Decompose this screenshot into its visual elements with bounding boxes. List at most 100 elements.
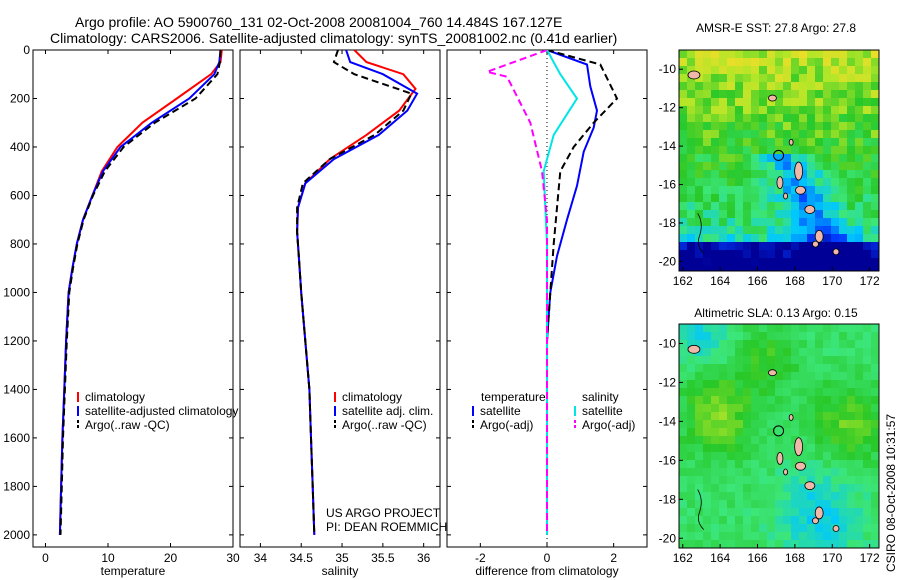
raster-cell [863,242,872,251]
raster-cell [695,202,704,211]
raster-cell [791,90,800,99]
raster-cell [791,460,800,469]
raster-cell [703,388,712,397]
raster-cell [775,122,784,131]
raster-cell [775,162,784,171]
raster-cell [807,106,816,115]
raster-cell [855,364,864,373]
raster-cell [727,452,736,461]
y-tick-label: 1200 [3,334,30,348]
raster-cell [831,476,840,485]
raster-cell [751,348,760,357]
raster-cell [791,420,800,429]
raster-cell [783,396,792,405]
raster-cell [719,58,728,67]
raster-cell [791,516,800,525]
raster-cell [807,468,816,477]
raster-cell [831,210,840,219]
raster-cell [767,258,776,267]
raster-cell [783,348,792,357]
raster-cell [791,250,800,259]
raster-cell [703,242,712,251]
raster-cell [783,146,792,155]
raster-cell [711,266,720,272]
raster-cell [743,396,752,405]
raster-cell [815,460,824,469]
raster-cell [823,524,832,533]
raster-cell [807,130,816,139]
raster-cell [831,428,840,437]
raster-cell [799,194,808,203]
raster-cell [847,356,856,365]
raster-cell [863,460,872,469]
raster-cell [719,412,728,421]
legend-label: satellite-adjusted climatology [85,404,238,418]
legend-label: Argo(..raw -QC) [85,418,170,432]
map-x-tick-label: 172 [860,551,880,565]
raster-cell [703,186,712,195]
raster-cell [679,388,688,397]
raster-cell [751,436,760,445]
raster-cell [807,162,816,171]
raster-cell [839,452,848,461]
raster-cell [839,66,848,75]
raster-cell [727,218,736,227]
raster-cell [727,508,736,517]
raster-cell [679,162,688,171]
raster-cell [679,452,688,461]
raster-cell [759,356,768,365]
raster-cell [751,90,760,99]
temperature-profile-panel: temperature 0 10 20 30 0 200 400 600 800 1000 1200… [3,43,240,578]
raster-cell [823,500,832,509]
raster-cell [855,492,864,501]
raster-cell [695,380,704,389]
raster-cell [719,90,728,99]
raster-cell [775,250,784,259]
y-tick-label: 800 [10,237,30,251]
raster-cell [799,90,808,99]
raster-cell [839,146,848,155]
raster-cell [799,524,808,533]
x-tick-label: 0 [42,551,49,565]
raster-cell [727,90,736,99]
raster-cell [735,154,744,163]
raster-cell [823,266,832,272]
raster-cell [743,332,752,341]
raster-cell [735,114,744,123]
raster-cell [807,122,816,131]
raster-cell [791,348,800,357]
raster-cell [791,258,800,267]
raster-cell [751,130,760,139]
raster-cell [743,420,752,429]
raster-cell [807,492,816,501]
raster-cell [695,460,704,469]
raster-cell [703,420,712,429]
raster-cell [711,412,720,421]
raster-cell [863,324,872,333]
raster-cell [831,540,840,549]
raster-cell [703,258,712,267]
raster-cell [727,348,736,357]
raster-cell [807,348,816,357]
raster-cell [863,162,872,171]
raster-cell [719,74,728,83]
raster-cell [695,372,704,381]
raster-cell [831,178,840,187]
raster-cell [855,50,864,59]
raster-cell [703,154,712,163]
raster-cell [847,532,856,541]
raster-cell [775,324,784,333]
island-shape [804,205,816,214]
raster-cell [759,420,768,429]
series-line-2 [59,50,222,535]
raster-cell [807,340,816,349]
raster-cell [831,444,840,453]
bathymetry-contour [697,213,704,254]
raster-cell [775,138,784,147]
raster-cell [839,396,848,405]
raster-cell [775,476,784,485]
raster-cell [767,452,776,461]
raster-cell [727,50,736,59]
raster-cell [687,484,696,493]
raster-cell [759,532,768,541]
